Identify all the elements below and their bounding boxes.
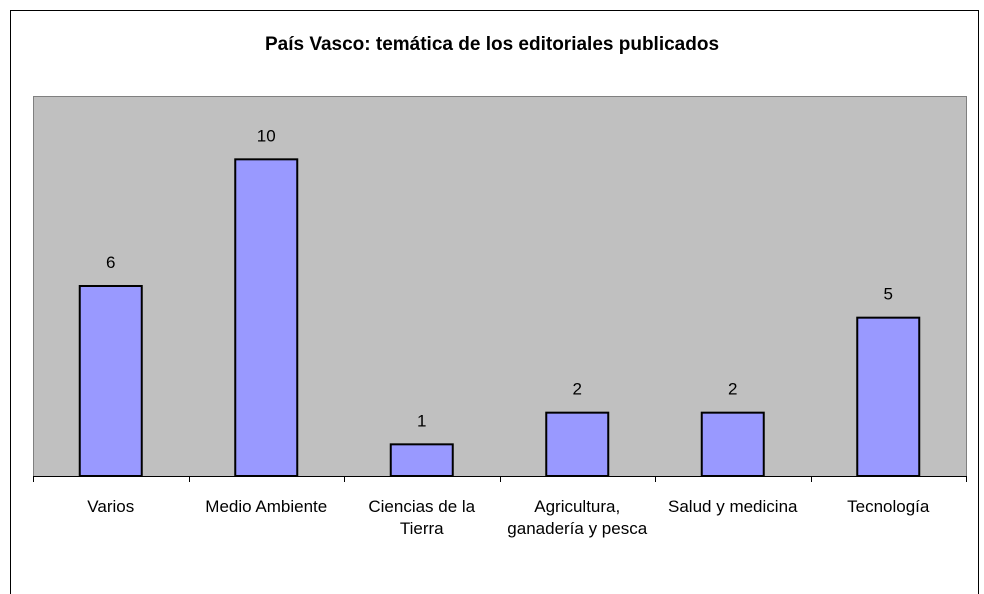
value-label: 6 [106,253,115,272]
bar [78,285,143,477]
chart-title: País Vasco: temática de los editoriales … [265,34,719,55]
value-label: 5 [884,285,893,304]
value-label: 2 [573,380,582,399]
bar [389,443,454,478]
x-tick-label: Agricultura, ganadería y pesca [507,497,648,538]
value-label: 10 [257,126,276,145]
x-tick-label: Varios [87,497,135,516]
plot-area [33,96,967,477]
x-tick-label: Tecnología [847,497,930,516]
bar [856,316,921,477]
x-tick-label: Ciencias de la Tierra [368,497,476,538]
x-tick-label: Medio Ambiente [205,497,328,516]
bar [234,158,299,477]
value-label: 2 [728,380,737,399]
bar [545,411,610,477]
bar [700,411,765,477]
x-tick-label: Salud y medicina [668,497,798,516]
value-label: 1 [417,411,426,430]
